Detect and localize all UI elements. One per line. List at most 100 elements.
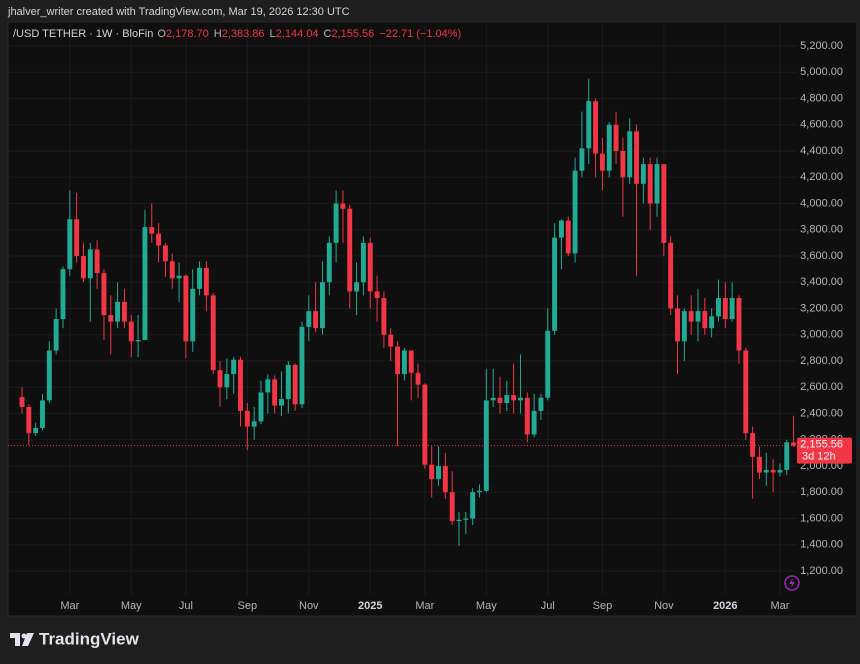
candle-body	[463, 518, 469, 520]
candle-body	[156, 233, 162, 246]
x-tick-label: Sep	[238, 600, 258, 612]
candle-body	[74, 219, 80, 257]
candle-body	[599, 153, 605, 171]
candle-body	[408, 350, 414, 373]
candle-body	[395, 346, 401, 375]
candle-body	[238, 359, 243, 411]
candle-body	[319, 282, 325, 329]
y-tick-label: 1,800.00	[800, 486, 843, 498]
candle-body	[702, 311, 708, 329]
candle-body	[415, 372, 421, 385]
candle-body	[162, 245, 168, 262]
candle-body	[777, 469, 783, 473]
x-tick-label: Jul	[179, 600, 193, 612]
candle-body	[722, 298, 728, 319]
candle-body	[579, 148, 585, 171]
candle-body	[716, 298, 721, 317]
legend-change: −22.71 (−1.04%)	[379, 28, 461, 40]
candle-body	[67, 219, 73, 270]
candle-body	[791, 442, 797, 446]
candle-body	[121, 301, 127, 322]
candle-body	[654, 164, 660, 204]
candle-body	[572, 170, 578, 254]
candle-body	[524, 397, 530, 435]
brand-name: TradingView	[39, 629, 140, 648]
candle-body	[60, 269, 66, 319]
candle-body	[545, 330, 551, 398]
candle-body	[87, 249, 93, 279]
candle-body	[190, 288, 196, 342]
candle-body	[374, 291, 380, 299]
candle-body	[593, 101, 599, 154]
candle-body	[456, 519, 462, 522]
attribution: jhalver_writer created with TradingView.…	[7, 6, 350, 18]
candle-body	[40, 400, 45, 428]
legend-value: 2,178.70	[166, 28, 209, 40]
logo-slash	[22, 633, 34, 646]
candle-body	[449, 492, 455, 522]
x-tick-label: May	[121, 600, 142, 612]
candle-body	[33, 427, 39, 434]
candle-body	[436, 465, 441, 480]
candle-body	[620, 151, 626, 178]
candle-body	[169, 261, 175, 279]
candle-body	[340, 203, 346, 209]
y-tick-label: 3,000.00	[800, 329, 843, 341]
candle-body	[197, 267, 203, 289]
candle-body	[688, 311, 694, 322]
candle-body	[203, 267, 209, 296]
candle-body	[176, 275, 182, 279]
candle-body	[565, 220, 571, 254]
candle-body	[538, 397, 544, 411]
candle-body	[442, 465, 448, 493]
candle-body	[668, 242, 674, 309]
legend-value: 2,383.86	[222, 28, 265, 40]
candle-body	[388, 334, 394, 347]
candle-body	[149, 227, 155, 234]
candle-body	[675, 308, 680, 342]
candle-body	[470, 492, 476, 519]
candle-body	[313, 311, 319, 329]
plot-area	[8, 22, 797, 595]
candle-body	[401, 350, 407, 375]
candle-body	[217, 370, 223, 388]
x-tick-label: Nov	[654, 600, 674, 612]
candle-body	[613, 124, 619, 152]
x-tick-label: Nov	[299, 600, 319, 612]
candle-body	[360, 242, 366, 283]
candle-body	[586, 101, 592, 149]
candle-body	[661, 164, 667, 243]
x-tick-label: Mar	[415, 600, 434, 612]
candle-body	[709, 316, 715, 329]
candle-body	[142, 227, 148, 340]
candle-body	[231, 359, 237, 375]
candle-body	[743, 350, 749, 434]
candle-body	[292, 364, 298, 405]
candle-body	[354, 282, 360, 292]
candle-body	[695, 311, 701, 322]
y-tick-label: 1,600.00	[800, 512, 843, 524]
alert-icon[interactable]	[784, 575, 800, 591]
y-tick-label: 2,400.00	[800, 407, 843, 419]
chart-legend: /USD TETHER · 1W · BloFin O2,178.70 H2,383…	[13, 28, 461, 40]
y-tick-label: 3,800.00	[800, 224, 843, 236]
candle-body	[483, 400, 489, 491]
candle-body	[497, 397, 503, 403]
y-tick-label: 5,200.00	[800, 40, 843, 52]
x-tick-label: Jul	[541, 600, 555, 612]
y-tick-label: 4,000.00	[800, 197, 843, 209]
legend-key: H	[214, 28, 222, 40]
candle-body	[101, 273, 107, 316]
candle-body	[244, 410, 250, 427]
candle-body	[552, 237, 558, 331]
candle-body	[258, 392, 264, 422]
candle-body	[750, 433, 756, 457]
candle-body	[347, 208, 353, 292]
logo-mark	[10, 633, 20, 646]
y-tick-label: 4,800.00	[800, 92, 843, 104]
alert-bolt	[789, 578, 795, 588]
candle-body	[210, 295, 216, 371]
candle-body	[627, 131, 633, 178]
candle-body	[681, 311, 687, 342]
